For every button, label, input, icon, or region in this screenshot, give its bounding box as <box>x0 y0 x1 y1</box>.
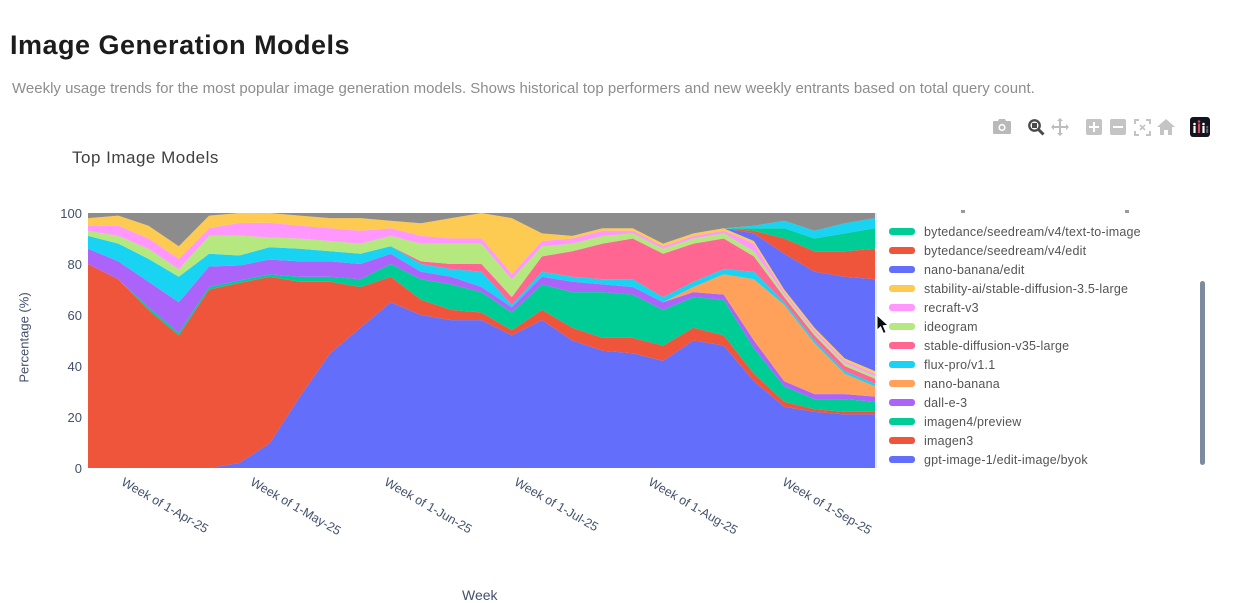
legend-item[interactable]: stability-ai/stable-diffusion-3.5-large <box>889 279 1141 298</box>
legend-swatch <box>889 342 915 349</box>
chart-title: Top Image Models <box>72 148 219 167</box>
legend-item[interactable]: bytedance/seedream/v4/edit <box>889 241 1141 260</box>
legend-label: imagen3 <box>924 433 974 448</box>
legend-item[interactable]: ideogram <box>889 317 1141 336</box>
area-series-imagen4/preview[interactable] <box>88 264 875 412</box>
x-tick-label: Week of 1-Jun-25 <box>382 475 475 537</box>
legend-label: stable-diffusion-v35-large <box>924 338 1070 353</box>
x-tick-label: Week of 1-Apr-25 <box>118 475 211 536</box>
legend-item[interactable]: bytedance/seedream/v4/text-to-image <box>889 222 1141 241</box>
legend-item[interactable]: dall-e-3 <box>889 393 1141 412</box>
legend-swatch <box>889 304 915 311</box>
x-tick-label: Week of 1-Aug-25 <box>646 475 741 538</box>
area-series-ideogram[interactable] <box>88 230 875 379</box>
zoom-out-icon[interactable] <box>1106 116 1130 138</box>
x-axis-title: Week <box>462 587 498 603</box>
y-tick-label: 60 <box>67 308 82 323</box>
legend-label: bytedance/seedream/v4/text-to-image <box>924 224 1141 239</box>
x-tick-label: Week of 1-Jul-25 <box>512 475 601 535</box>
legend-item[interactable]: stable-diffusion-v35-large <box>889 336 1141 355</box>
mouse-cursor <box>876 313 890 340</box>
legend-label: recraft-v3 <box>924 300 979 315</box>
legend-label: nano-banana/edit <box>924 262 1025 277</box>
legend-item[interactable]: gpt-image-1/edit-image/byok <box>889 450 1141 469</box>
legend-item[interactable]: imagen4/preview <box>889 412 1141 431</box>
legend-item[interactable]: nano-banana <box>889 374 1141 393</box>
legend-label: ideogram <box>924 319 978 334</box>
legend-swatch <box>889 266 915 273</box>
legend-item[interactable]: recraft-v3 <box>889 298 1141 317</box>
area-series-nano-banana[interactable] <box>88 248 875 397</box>
legend-item[interactable]: flux-pro/v1.1 <box>889 355 1141 374</box>
legend-item[interactable]: imagen3 <box>889 431 1141 450</box>
autoscale-icon[interactable] <box>1130 116 1154 138</box>
zoom-in-icon[interactable] <box>1082 116 1106 138</box>
area-series-gpt-image-1/edit-image/byok[interactable] <box>88 302 875 468</box>
legend-item-clipped[interactable] <box>889 207 1189 217</box>
legend-swatch <box>889 437 915 444</box>
plot-area[interactable] <box>88 213 877 473</box>
legend-label: nano-banana <box>924 376 1000 391</box>
y-tick-label: 40 <box>67 359 82 374</box>
y-tick-label: 20 <box>67 410 82 425</box>
legend-swatch <box>889 228 915 235</box>
x-tick-label: Week of 1-May-25 <box>248 475 344 539</box>
y-tick-label: 0 <box>74 461 82 476</box>
plotly-logo-icon[interactable] <box>1188 116 1212 138</box>
area-series-stable-diffusion-v35-large[interactable] <box>88 235 875 384</box>
area-series-other[interactable] <box>88 213 875 247</box>
legend-swatch <box>889 399 915 406</box>
y-tick-label: 80 <box>67 257 82 272</box>
legend-label: flux-pro/v1.1 <box>924 357 996 372</box>
legend-label: dall-e-3 <box>924 395 968 410</box>
legend-swatch <box>889 247 915 254</box>
home-icon[interactable] <box>1154 116 1178 138</box>
zoom-icon[interactable] <box>1024 116 1048 138</box>
legend-swatch <box>889 456 915 463</box>
legend-label: gpt-image-1/edit-image/byok <box>924 452 1088 467</box>
stacked-area-chart[interactable] <box>88 213 877 468</box>
camera-icon[interactable] <box>990 116 1014 138</box>
legend-swatch <box>889 361 915 368</box>
page-title: Image Generation Models <box>10 30 351 60</box>
legend-label: imagen4/preview <box>924 414 1022 429</box>
legend-label: bytedance/seedream/v4/edit <box>924 243 1087 258</box>
chart-legend: bytedance/seedream/v4/text-to-image byted… <box>889 222 1141 469</box>
legend-swatch <box>889 380 915 387</box>
legend-scrollbar[interactable] <box>1200 281 1205 465</box>
chart-toolbar <box>990 116 1212 138</box>
legend-swatch <box>889 418 915 425</box>
area-series-imagen3[interactable] <box>88 264 875 468</box>
legend-swatch <box>889 285 915 292</box>
pan-icon[interactable] <box>1048 116 1072 138</box>
legend-label: stability-ai/stable-diffusion-3.5-large <box>924 281 1129 296</box>
page-subtitle: Weekly usage trends for the most popular… <box>12 80 1035 97</box>
x-tick-label: Week of 1-Sep-25 <box>780 475 875 538</box>
legend-swatch <box>889 323 915 330</box>
y-tick-label: 100 <box>60 206 82 221</box>
legend-item[interactable]: nano-banana/edit <box>889 260 1141 279</box>
